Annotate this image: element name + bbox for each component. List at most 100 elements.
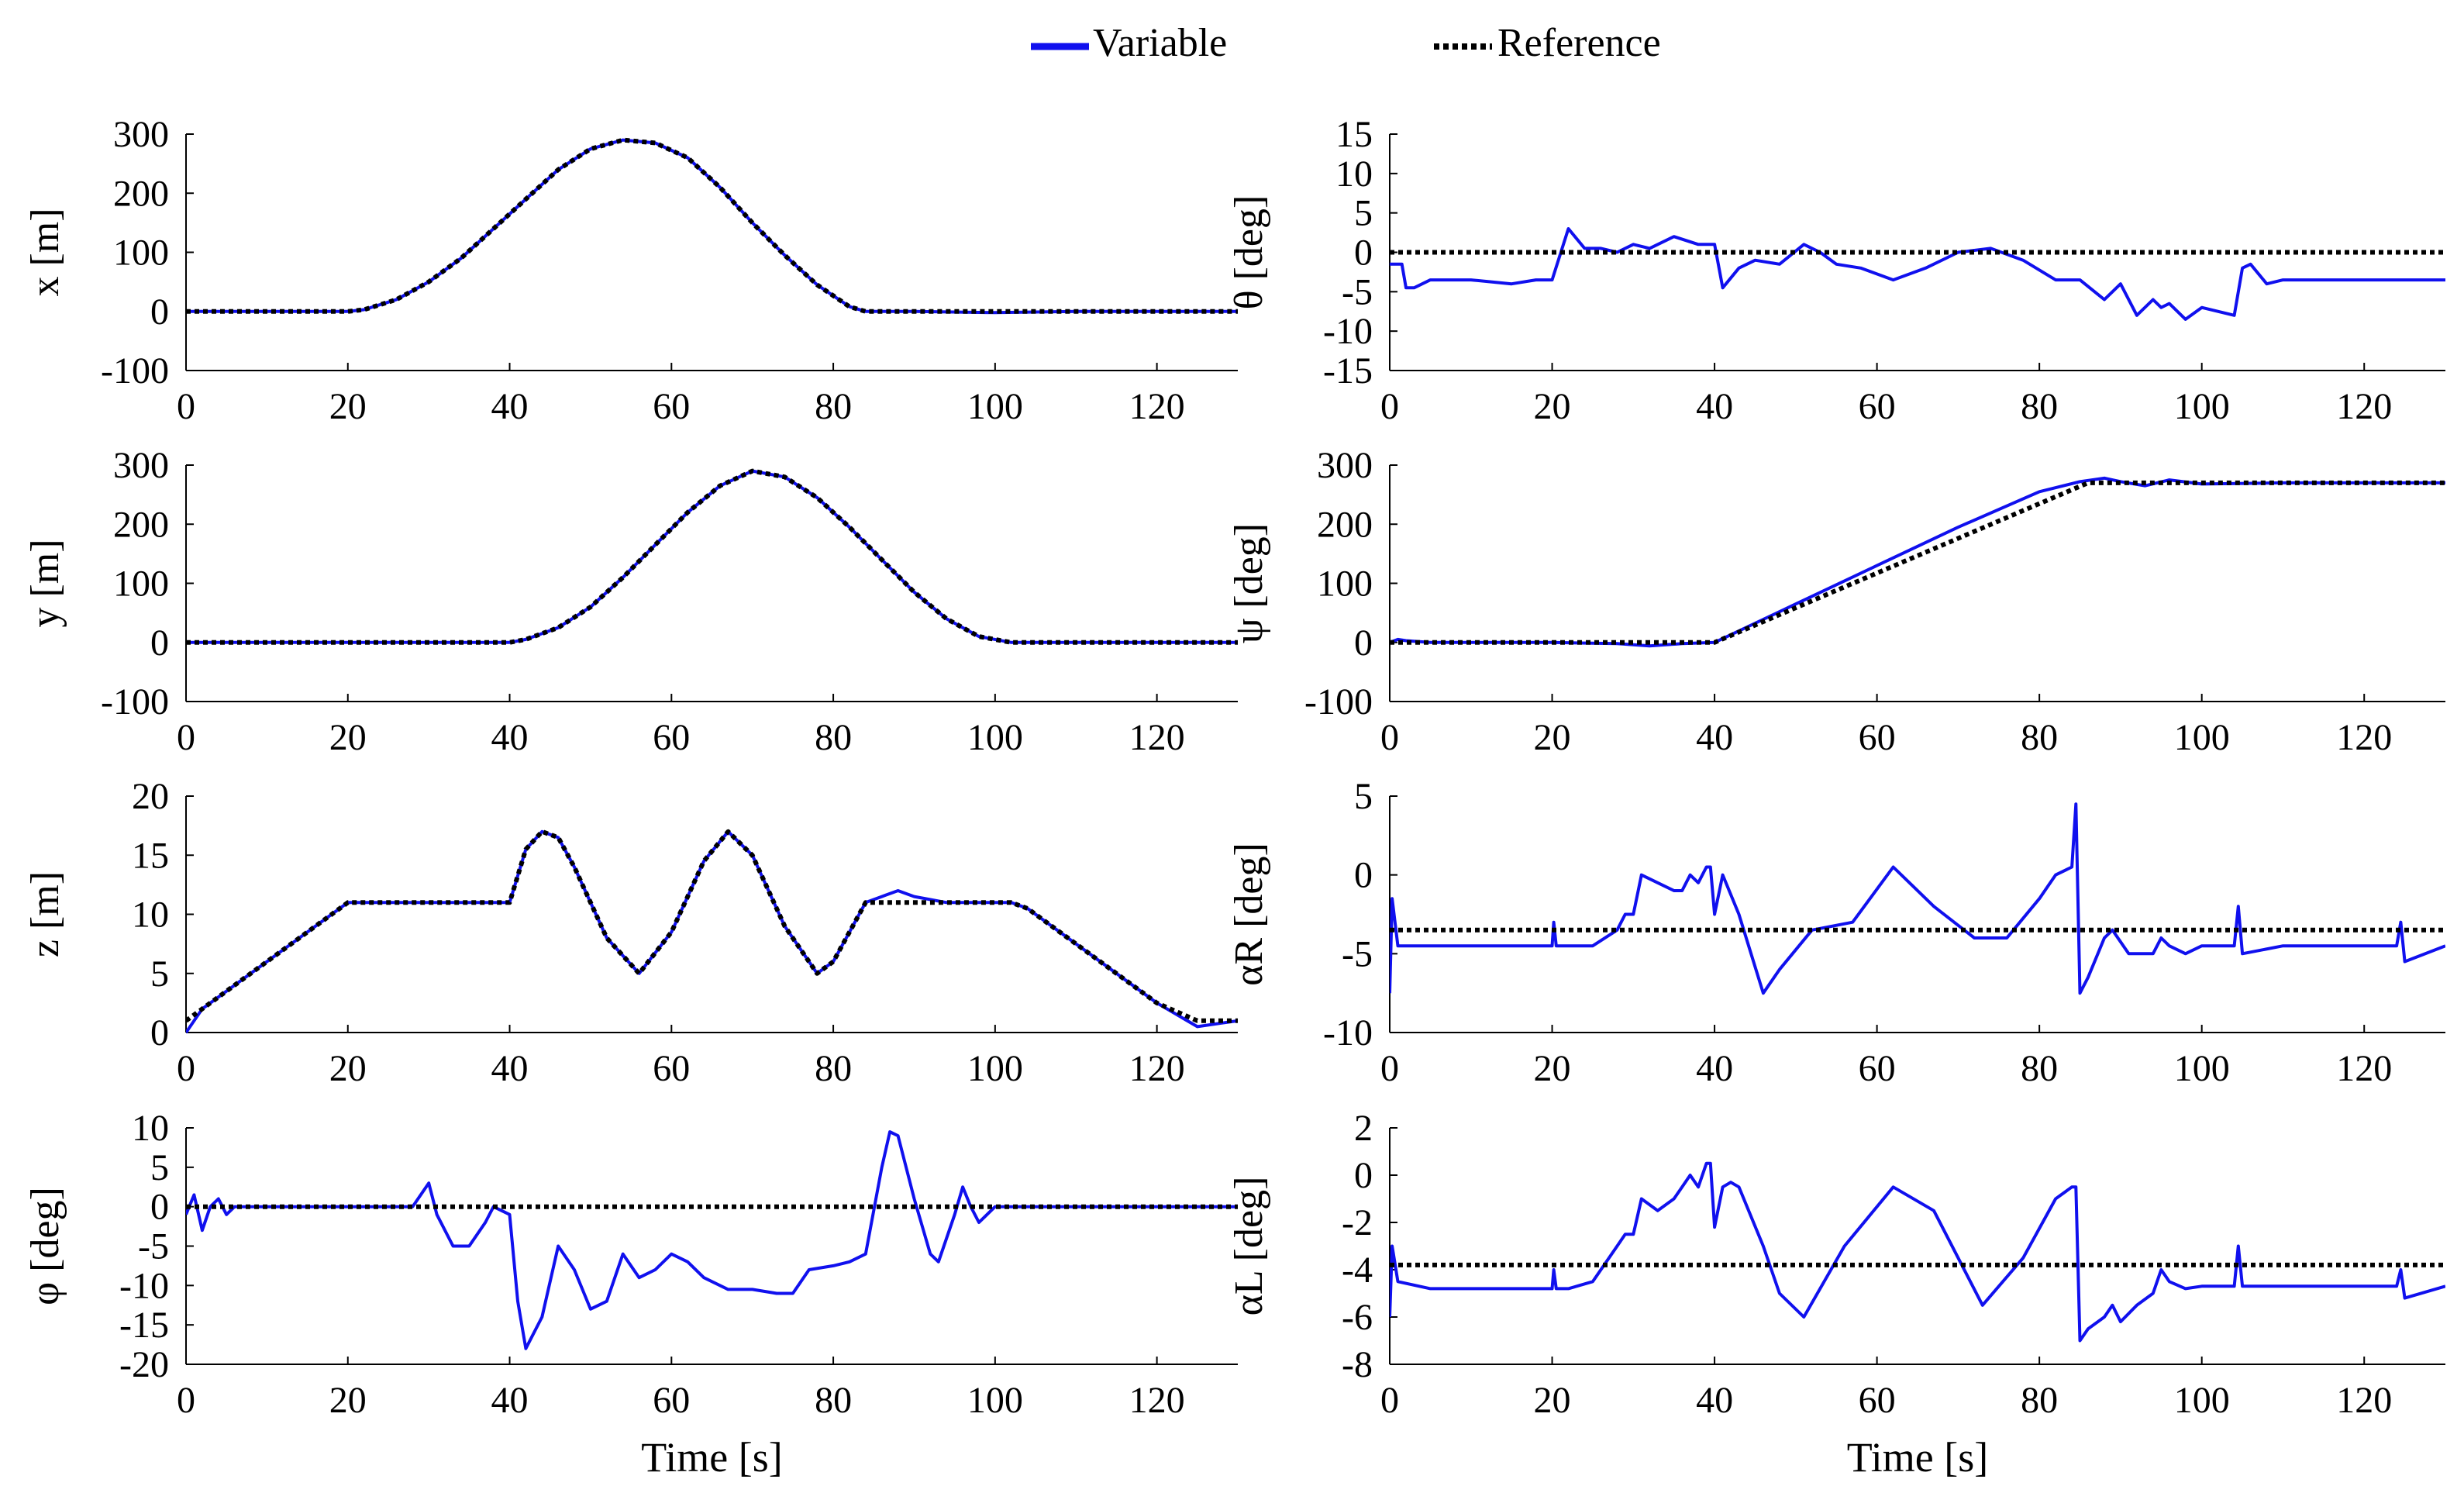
x-tick-label: 20: [1534, 1048, 1571, 1089]
x-axis-label: Time [s]: [641, 1434, 783, 1481]
x-tick-label: 0: [177, 386, 195, 427]
y-axis-label: x [m]: [23, 208, 67, 296]
x-tick-label: 0: [1380, 717, 1399, 758]
x-tick-label: 80: [2021, 717, 2058, 758]
y-axis-label: αL [deg]: [1227, 1177, 1271, 1316]
y-tick-label: -15: [1323, 350, 1373, 391]
y-tick-label: 100: [113, 233, 169, 274]
y-tick-label: 100: [113, 564, 169, 605]
reference-series-line: [1390, 480, 2445, 645]
y-tick-label: 10: [132, 895, 169, 936]
x-tick-label: 0: [177, 1380, 195, 1421]
y-tick-label: 2: [1354, 1108, 1373, 1149]
y-tick-label: 0: [1354, 855, 1373, 896]
y-tick-label: 5: [1354, 193, 1373, 234]
x-tick-label: 20: [1534, 386, 1571, 427]
reference-series-line: [186, 137, 1238, 314]
y-tick-label: 0: [1354, 622, 1373, 664]
x-tick-label: 100: [967, 717, 1023, 758]
x-tick-label: 80: [815, 717, 852, 758]
x-tick-label: 100: [2174, 1048, 2230, 1089]
x-tick-label: 0: [177, 717, 195, 758]
x-tick-label: 60: [653, 717, 690, 758]
y-tick-label: 10: [132, 1108, 169, 1149]
y-tick-label: 0: [1354, 233, 1373, 274]
x-tick-label: 120: [1129, 1380, 1185, 1421]
y-tick-label: -100: [101, 350, 169, 391]
x-tick-label: 20: [329, 1048, 367, 1089]
x-tick-label: 40: [1696, 717, 1733, 758]
y-tick-label: 15: [1335, 114, 1373, 155]
x-tick-label: 100: [967, 386, 1023, 427]
y-tick-label: 20: [132, 776, 169, 817]
x-tick-label: 60: [1859, 1048, 1896, 1089]
y-axis-label: ψ [deg]: [1227, 523, 1271, 643]
x-tick-label: 100: [967, 1048, 1023, 1089]
y-tick-label: 10: [1335, 153, 1373, 195]
y-tick-label: -20: [119, 1344, 169, 1385]
y-tick-label: -4: [1342, 1250, 1373, 1291]
x-tick-label: 40: [491, 386, 529, 427]
x-tick-label: 40: [1696, 1048, 1733, 1089]
x-tick-label: 0: [1380, 1380, 1399, 1421]
x-tick-label: 120: [2336, 717, 2392, 758]
y-tick-label: 5: [1354, 776, 1373, 817]
y-tick-label: -100: [1304, 681, 1373, 722]
y-tick-label: 200: [113, 504, 169, 545]
x-tick-label: 20: [329, 1380, 367, 1421]
y-tick-label: 0: [150, 291, 169, 333]
y-tick-label: -10: [119, 1265, 169, 1306]
x-tick-label: 40: [1696, 386, 1733, 427]
x-tick-label: 40: [1696, 1380, 1733, 1421]
x-tick-label: 60: [653, 386, 690, 427]
x-tick-label: 80: [815, 386, 852, 427]
y-tick-label: -15: [119, 1305, 169, 1346]
x-tick-label: 0: [177, 1048, 195, 1089]
y-axis-label: θ [deg]: [1227, 195, 1271, 310]
y-tick-label: -5: [138, 1226, 169, 1267]
x-tick-label: 100: [2174, 717, 2230, 758]
panel-z: 0 20 40 60 80 100 120 0 5 10 15 20 z [m]: [23, 776, 1238, 1089]
legend-reference-label: Reference: [1497, 21, 1661, 65]
x-tick-label: 20: [1534, 717, 1571, 758]
y-axis-label: φ [deg]: [23, 1187, 67, 1305]
x-tick-label: 40: [491, 1048, 529, 1089]
x-tick-label: 20: [329, 717, 367, 758]
y-tick-label: 100: [1317, 564, 1373, 605]
x-tick-label: 120: [2336, 1380, 2392, 1421]
variable-series-line: [1390, 1161, 2445, 1343]
panel-alphaR: 0 20 40 60 80 100 120 -10 -5 0 5 αR [deg]: [1227, 776, 2445, 1089]
x-tick-label: 80: [2021, 1048, 2058, 1089]
x-tick-label: 120: [2336, 386, 2392, 427]
y-tick-label: 200: [1317, 504, 1373, 545]
x-tick-label: 60: [653, 1048, 690, 1089]
x-tick-label: 20: [1534, 1380, 1571, 1421]
y-tick-label: 300: [113, 114, 169, 155]
y-tick-label: -10: [1323, 1012, 1373, 1053]
variable-series-line: [186, 1130, 1238, 1350]
y-tick-label: 5: [150, 953, 169, 995]
variable-series-line: [186, 138, 1238, 315]
variable-series-line: [186, 469, 1238, 644]
variable-series-line: [1390, 227, 2445, 321]
y-tick-label: -5: [1342, 933, 1373, 974]
x-tick-label: 80: [815, 1048, 852, 1089]
legend: Variable Reference: [1031, 21, 1661, 65]
variable-series-line: [186, 829, 1238, 1034]
x-tick-label: 0: [1380, 386, 1399, 427]
reference-series-line: [186, 468, 1238, 645]
x-tick-label: 120: [1129, 1048, 1185, 1089]
x-tick-label: 0: [1380, 1048, 1399, 1089]
x-tick-label: 120: [1129, 386, 1185, 427]
x-tick-label: 60: [653, 1380, 690, 1421]
x-tick-label: 100: [2174, 1380, 2230, 1421]
x-tick-label: 80: [2021, 1380, 2058, 1421]
y-tick-label: 0: [150, 1187, 169, 1228]
y-tick-label: -2: [1342, 1202, 1373, 1243]
